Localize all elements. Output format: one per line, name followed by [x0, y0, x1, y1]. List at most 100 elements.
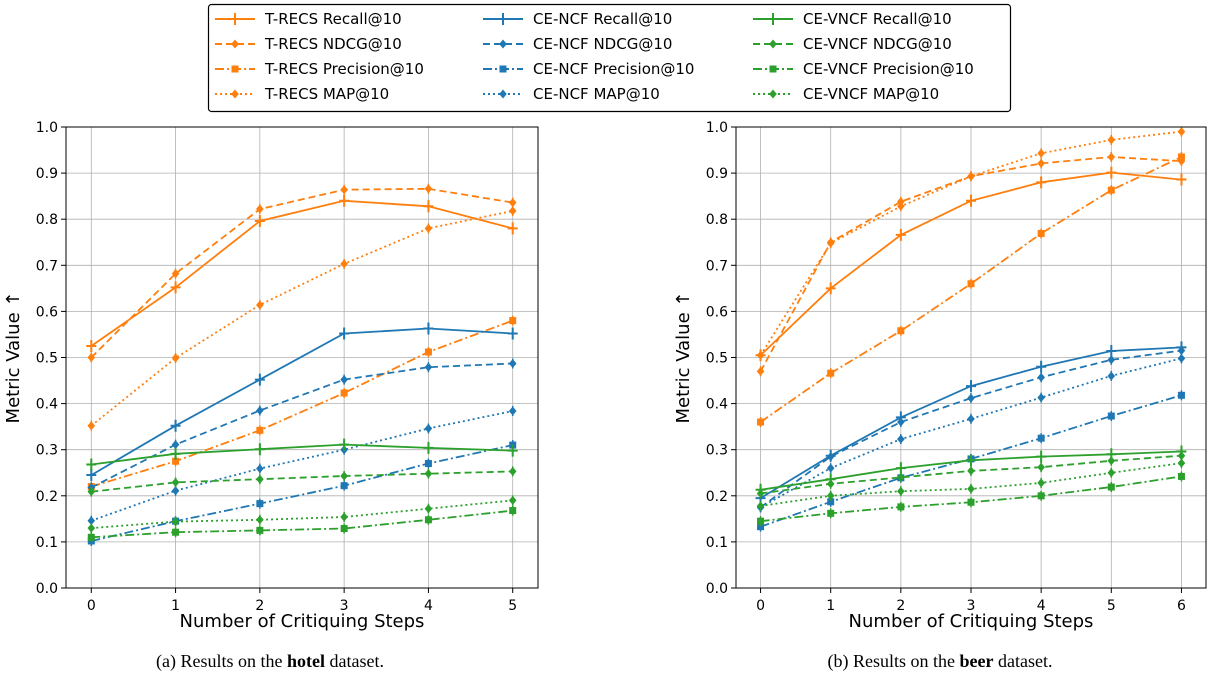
data-point [1107, 135, 1116, 145]
x-axis-label: Number of Critiquing Steps [180, 611, 425, 632]
data-point [424, 516, 432, 524]
x-tick-label: 1 [171, 598, 180, 614]
legend-label: T-RECS Precision@10 [264, 60, 424, 78]
data-point [87, 516, 96, 526]
legend-marker [231, 39, 239, 49]
y-tick-label: 0.0 [706, 581, 728, 597]
data-point [256, 526, 264, 534]
legend-marker [231, 89, 239, 99]
legend-marker [769, 89, 777, 99]
y-tick-label: 0.7 [36, 258, 58, 274]
data-point [171, 440, 180, 450]
legend-label: CE-VNCF MAP@10 [803, 85, 939, 103]
series-ce-vncf-map-10 [756, 458, 1186, 511]
chart-panel-beer: 0.0 0.1 0.2 0.3 0.4 0.5 0.6 0.7 0.8 0.9 1.0 0 1 2 3 4 5 6… [673, 120, 1207, 632]
y-tick-label: 0.1 [36, 535, 58, 551]
series-t-recs-map-10 [756, 126, 1186, 361]
series-t-recs-recall-10 [86, 194, 518, 352]
legend-label: CE-NCF NDCG@10 [533, 35, 672, 53]
data-point [757, 523, 765, 531]
data-point [757, 418, 765, 426]
legend-label: T-RECS NDCG@10 [264, 35, 402, 53]
data-point [967, 280, 975, 288]
legend-marker [499, 39, 507, 49]
y-tick-label: 0.8 [706, 212, 728, 228]
data-point [1036, 360, 1047, 373]
data-point [1037, 462, 1045, 472]
y-tick-label: 0.5 [36, 351, 58, 367]
legend-label: CE-NCF MAP@10 [533, 85, 660, 103]
data-point [895, 228, 906, 241]
y-tick-label: 0.9 [36, 166, 58, 182]
series-ce-vncf-precision-10 [757, 471, 1185, 527]
y-tick-label: 0.3 [706, 443, 728, 459]
caption-hotel: (a) Results on the hotel dataset. [156, 651, 384, 672]
data-point [1177, 472, 1185, 480]
x-tick-label: 4 [424, 598, 433, 614]
data-point [254, 215, 265, 228]
x-tick-label: 2 [255, 598, 264, 614]
data-point [170, 419, 181, 432]
data-point [1177, 346, 1186, 356]
x-tick-label: 6 [1177, 598, 1186, 614]
data-point [967, 393, 975, 403]
legend-marker [499, 65, 507, 73]
data-point [967, 498, 975, 506]
data-point [897, 327, 905, 335]
y-tick-label: 0.4 [36, 397, 58, 413]
legend-entry-t-recs-ndcg-10: T-RECS NDCG@10 [215, 35, 402, 53]
plot-frame [735, 126, 1207, 589]
series-line [90, 187, 513, 359]
data-point [170, 447, 181, 460]
y-tick-label: 0.8 [36, 212, 58, 228]
y-tick-label: 0.3 [36, 443, 58, 459]
data-point [897, 472, 905, 482]
data-point [756, 350, 765, 360]
legend-marker [769, 39, 777, 49]
data-point [507, 222, 518, 235]
series-ce-ncf-map-10 [87, 405, 517, 526]
data-point [1037, 229, 1045, 237]
data-point [825, 282, 836, 295]
data-point [1177, 458, 1186, 468]
series-ce-ncf-recall-10 [86, 322, 518, 482]
data-point [86, 469, 97, 482]
data-point [508, 206, 517, 216]
data-point [1177, 153, 1185, 161]
legend-entry-t-recs-map-10: T-RECS MAP@10 [215, 85, 389, 103]
x-tick-label: 1 [826, 598, 835, 614]
data-point [1107, 412, 1115, 420]
legend-entry-t-recs-recall-10: T-RECS Recall@10 [215, 10, 402, 28]
data-point [340, 525, 348, 533]
y-tick-label: 0.4 [706, 397, 728, 413]
data-point [423, 322, 434, 335]
data-point [507, 327, 518, 340]
data-point [1107, 186, 1115, 194]
data-point [966, 454, 976, 467]
y-tick-label: 0.0 [36, 581, 58, 597]
legend-entry-ce-ncf-precision-10: CE-NCF Precision@10 [483, 60, 694, 78]
legend-entry-ce-vncf-recall-10: CE-VNCF Recall@10 [753, 10, 952, 28]
grid [736, 126, 1206, 589]
data-point [339, 327, 350, 340]
series-ce-vncf-precision-10 [87, 505, 517, 543]
data-point [827, 509, 835, 517]
legend-marker [769, 65, 777, 73]
data-point [1177, 353, 1186, 363]
legend-entry-ce-vncf-precision-10: CE-VNCF Precision@10 [753, 60, 974, 78]
data-point [508, 406, 517, 416]
legend: T-RECS Recall@10 T-RECS NDCG@10 T-RECS Pre… [207, 3, 1012, 113]
data-point [1037, 158, 1045, 168]
data-point [897, 417, 905, 427]
series-t-recs-map-10 [87, 205, 517, 431]
legend-label: T-RECS Recall@10 [264, 10, 402, 28]
data-point [1107, 371, 1116, 381]
y-tick-label: 0.6 [36, 304, 58, 320]
series-line [90, 362, 513, 489]
data-point [256, 474, 264, 484]
legend-marker [498, 13, 508, 25]
x-tick-label: 4 [1037, 598, 1046, 614]
series-ce-ncf-ndcg-10 [87, 358, 517, 493]
legend-entry-ce-vncf-map-10: CE-VNCF MAP@10 [753, 85, 939, 103]
series-line [91, 509, 513, 539]
